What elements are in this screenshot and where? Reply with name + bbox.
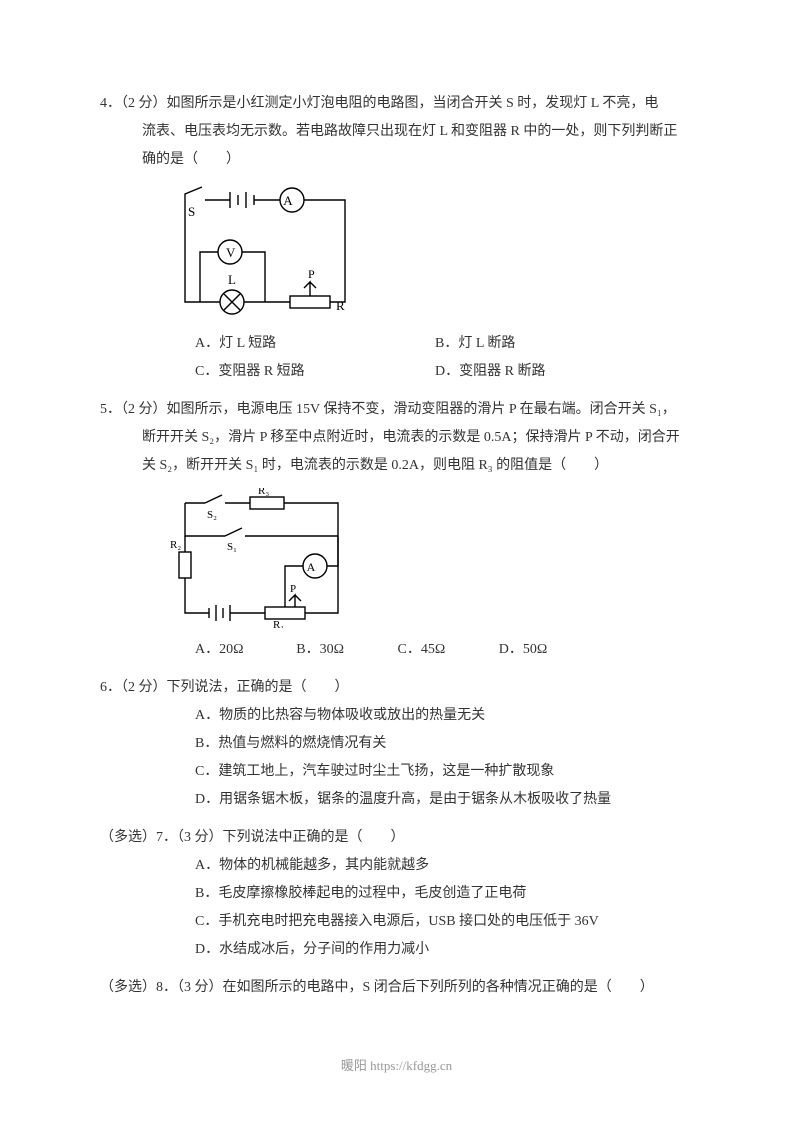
q7-opt-c: C．手机充电时把充电器接入电源后，USB 接口处的电压低于 36V [195,908,693,936]
label-s2: S₂ [207,509,217,521]
page-footer: 暖阳 https://kfdgg.cn [0,1055,793,1074]
q4-line2: 流表、电压表均无示数。若电路故障只出现在灯 L 和变阻器 R 中的一处，则下列判… [100,118,693,146]
label-r3: R₃ [258,488,269,497]
label-l: L [228,272,236,287]
label-r: R [336,298,345,313]
q5-opt-d: D．50Ω [499,636,600,664]
q4-stem: 4．（2 分）如图所示是小红测定小灯泡电阻的电路图，当闭合开关 S 时，发现灯 … [100,90,693,174]
q7-stem: （多选）7．（3 分）下列说法中正确的是（ ） [100,824,693,852]
label-a: A [283,193,293,208]
q6-opt-b: B．热值与燃料的燃烧情况有关 [195,730,693,758]
q7-opt-a: A．物体的机械能越多，其内能就越多 [195,852,693,880]
label-a2: A [307,560,316,574]
q7-opt-b: B．毛皮摩擦橡胶棒起电的过程中，毛皮创造了正电荷 [195,880,693,908]
label-p: P [308,267,315,281]
q6-opt-d: D．用锯条锯木板，锯条的温度升高，是由于锯条从木板吸收了热量 [195,786,693,814]
q5-options: A．20Ω B．30Ω C．45Ω D．50Ω [100,636,600,664]
label-s: S [188,204,195,219]
label-s1: S₁ [227,541,237,553]
q4-opt-d: D．变阻器 R 断路 [435,358,675,386]
q6-stem: 6．（2 分）下列说法，正确的是（ ） [100,674,693,702]
q6-options: A．物质的比热容与物体吸收或放出的热量无关 B．热值与燃料的燃烧情况有关 C．建… [100,702,693,814]
q5-opt-a: A．20Ω [195,636,296,664]
label-r1: R₁ [273,619,284,628]
q4-circuit-svg: S A V L P R [170,182,370,322]
q4-line1: 4．（2 分）如图所示是小红测定小灯泡电阻的电路图，当闭合开关 S 时，发现灯 … [100,90,693,118]
q4-circuit: S A V L P R [170,182,693,322]
q5-opt-c: C．45Ω [398,636,499,664]
question-7: （多选）7．（3 分）下列说法中正确的是（ ） A．物体的机械能越多，其内能就越… [100,824,693,964]
question-8: （多选）8．（3 分）在如图所示的电路中，S 闭合后下列所列的各种情况正确的是（… [100,974,693,1002]
q6-opt-c: C．建筑工地上，汽车驶过时尘土飞扬，这是一种扩散现象 [195,758,693,786]
q4-options: A．灯 L 短路 B．灯 L 断路 C．变阻器 R 短路 D．变阻器 R 断路 [100,330,693,386]
label-p2: P [290,583,296,595]
question-5: 5．（2 分）如图所示，电源电压 15V 保持不变，滑动变阻器的滑片 P 在最右… [100,396,693,664]
q5-circuit-svg: S₂ R₃ S₁ A R₂ P R₁ [170,488,360,628]
q4-opt-a: A．灯 L 短路 [195,330,435,358]
q5-line1: 5．（2 分）如图所示，电源电压 15V 保持不变，滑动变阻器的滑片 P 在最右… [100,396,693,424]
q8-stem: （多选）8．（3 分）在如图所示的电路中，S 闭合后下列所列的各种情况正确的是（… [100,974,693,1002]
q5-circuit: S₂ R₃ S₁ A R₂ P R₁ [170,488,693,628]
q5-stem: 5．（2 分）如图所示，电源电压 15V 保持不变，滑动变阻器的滑片 P 在最右… [100,396,693,480]
q5-line2: 断开开关 S₂，滑片 P 移至中点附近时，电流表的示数是 0.5A；保持滑片 P… [100,424,693,452]
question-4: 4．（2 分）如图所示是小红测定小灯泡电阻的电路图，当闭合开关 S 时，发现灯 … [100,90,693,386]
q4-opt-c: C．变阻器 R 短路 [195,358,435,386]
q4-opt-b: B．灯 L 断路 [435,330,675,358]
q4-line3: 确的是（ ） [100,146,693,174]
question-6: 6．（2 分）下列说法，正确的是（ ） A．物质的比热容与物体吸收或放出的热量无… [100,674,693,814]
q5-opt-b: B．30Ω [296,636,397,664]
label-v: V [226,245,236,260]
q7-options: A．物体的机械能越多，其内能就越多 B．毛皮摩擦橡胶棒起电的过程中，毛皮创造了正… [100,852,693,964]
label-r2: R₂ [170,539,181,551]
q5-line3: 关 S₂，断开开关 S₁ 时，电流表的示数是 0.2A，则电阻 R₃ 的阻值是（… [100,452,693,480]
q6-opt-a: A．物质的比热容与物体吸收或放出的热量无关 [195,702,693,730]
q7-opt-d: D．水结成冰后，分子间的作用力减小 [195,936,693,964]
